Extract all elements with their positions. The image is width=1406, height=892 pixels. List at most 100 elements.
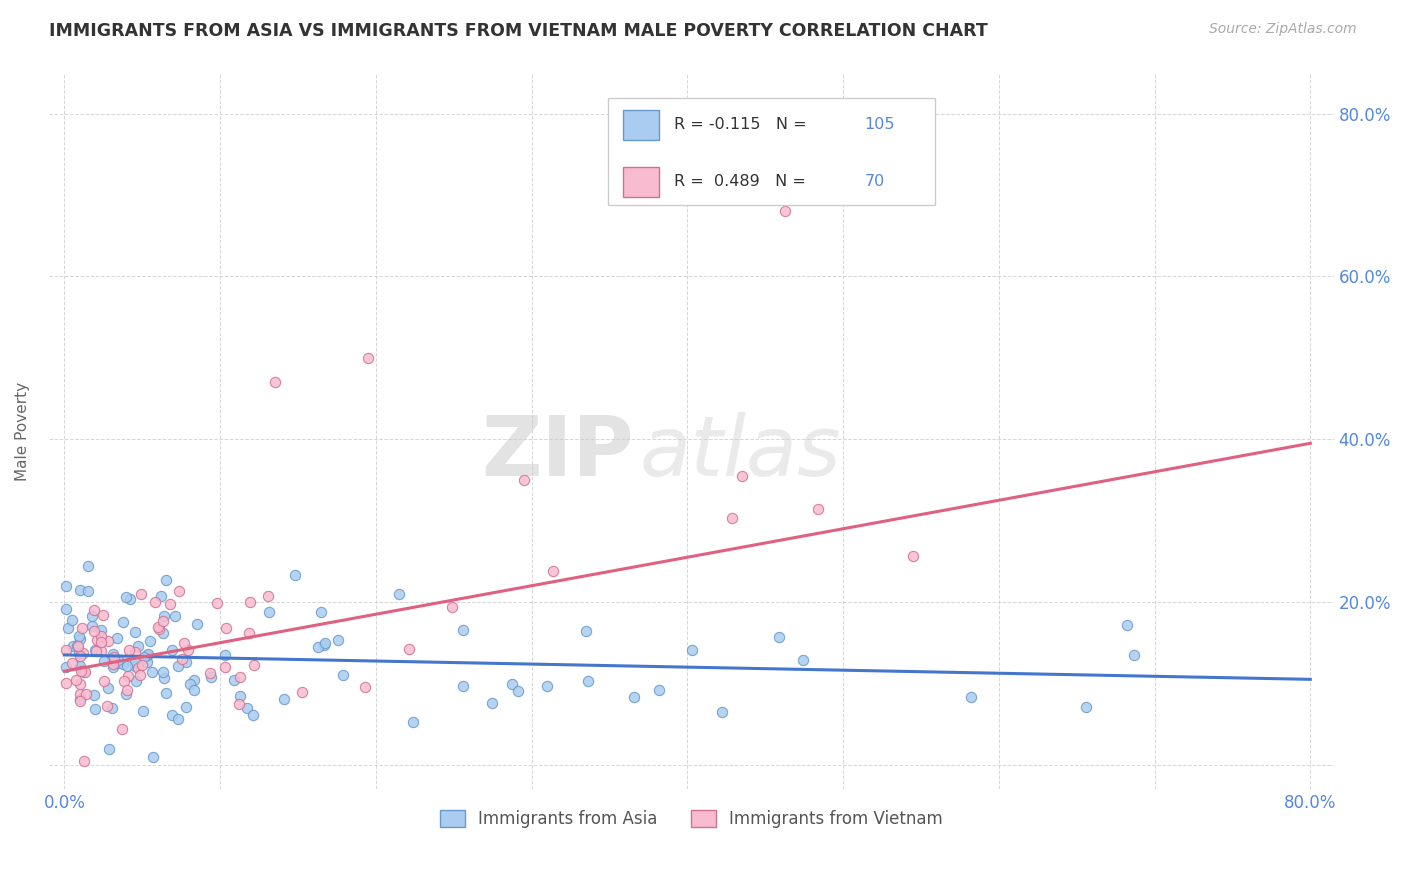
Point [402, 715, 425, 730]
Point [153, 671, 176, 685]
Point [229, 670, 252, 684]
Point [70, 663, 93, 677]
Point [127, 661, 149, 675]
Point [160, 643, 183, 657]
Point [145, 595, 167, 609]
Point [101, 700, 124, 714]
Point [215, 621, 238, 635]
Point [198, 665, 221, 680]
Point [229, 689, 252, 703]
Point [55, 660, 77, 674]
Point [513, 473, 536, 487]
Point [73, 754, 96, 768]
Text: 105: 105 [865, 117, 896, 132]
Point [243, 658, 266, 673]
Point [1116, 617, 1139, 632]
Point [105, 631, 128, 645]
Point [214, 648, 236, 662]
Point [177, 642, 200, 657]
Point [332, 667, 354, 681]
Point [139, 633, 162, 648]
Point [167, 583, 190, 598]
Point [76, 559, 98, 574]
Point [536, 679, 558, 693]
Point [222, 673, 245, 688]
Point [73, 665, 96, 679]
Point [66, 639, 89, 653]
Point [200, 670, 222, 684]
Point [132, 704, 155, 718]
Point [167, 659, 190, 673]
Point [117, 669, 139, 683]
Point [127, 639, 149, 653]
Text: ZIP: ZIP [481, 412, 633, 493]
Point [129, 668, 152, 682]
Point [309, 605, 332, 619]
Point [103, 660, 125, 674]
Point [388, 587, 411, 601]
Point [160, 707, 183, 722]
Point [711, 705, 734, 719]
Point [124, 659, 146, 673]
Point [142, 749, 165, 764]
Point [118, 591, 141, 606]
Point [159, 598, 181, 612]
Point [115, 590, 138, 604]
Point [97, 633, 120, 648]
Point [357, 351, 380, 365]
Point [681, 642, 703, 657]
Point [146, 620, 169, 634]
Point [82, 609, 104, 624]
Point [239, 595, 262, 609]
Point [152, 625, 174, 640]
Point [86, 633, 108, 648]
Point [129, 587, 152, 601]
Point [70, 664, 93, 678]
Point [103, 647, 125, 661]
Point [314, 638, 336, 652]
Point [183, 683, 205, 698]
Point [153, 609, 176, 624]
Point [135, 648, 157, 662]
Point [96, 699, 118, 714]
Point [72, 646, 94, 660]
Point [97, 681, 120, 695]
Point [152, 665, 174, 679]
Point [124, 655, 146, 669]
Legend: Immigrants from Asia, Immigrants from Vietnam: Immigrants from Asia, Immigrants from Vi… [433, 803, 949, 835]
Point [65, 673, 87, 687]
Point [273, 692, 295, 706]
Point [1123, 648, 1146, 662]
Point [72, 665, 94, 680]
Point [67, 629, 90, 643]
Point [55, 676, 77, 690]
Point [326, 633, 349, 648]
Y-axis label: Male Poverty: Male Poverty [15, 382, 30, 481]
Point [90, 634, 112, 648]
Point [768, 631, 790, 645]
Text: IMMIGRANTS FROM ASIA VS IMMIGRANTS FROM VIETNAM MALE POVERTY CORRELATION CHART: IMMIGRANTS FROM ASIA VS IMMIGRANTS FROM … [49, 22, 988, 40]
Point [60, 613, 83, 627]
Point [83, 624, 105, 638]
Point [124, 625, 146, 640]
Point [105, 656, 128, 670]
Point [112, 615, 135, 629]
Point [205, 596, 228, 610]
Text: atlas: atlas [640, 412, 841, 493]
Point [155, 686, 177, 700]
Point [506, 684, 529, 698]
Point [124, 645, 146, 659]
Point [84, 644, 107, 658]
Point [90, 644, 112, 658]
Point [69, 691, 91, 706]
Point [91, 607, 114, 622]
FancyBboxPatch shape [607, 98, 935, 205]
Point [69, 688, 91, 702]
Point [576, 673, 599, 688]
Point [257, 589, 280, 603]
Point [481, 697, 503, 711]
Point [172, 652, 194, 666]
Point [575, 624, 598, 639]
Bar [623, 167, 659, 197]
Point [1074, 700, 1097, 714]
